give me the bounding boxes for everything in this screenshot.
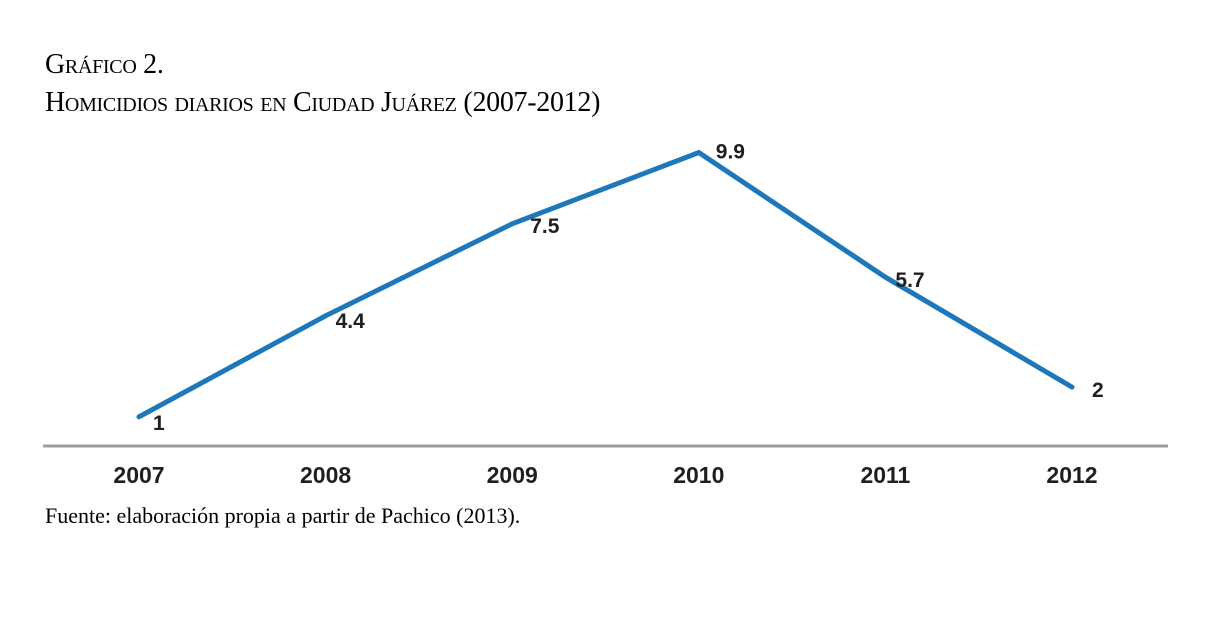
data-label-2008: 4.4 (336, 310, 366, 333)
chart-title-line2: Homicidios diarios en Ciudad Juárez (200… (45, 87, 601, 118)
x-axis-label-2012: 2012 (1046, 462, 1097, 488)
x-axis-label-2007: 2007 (113, 462, 164, 488)
x-axis-label-2009: 2009 (487, 462, 538, 488)
data-label-2010: 9.9 (716, 141, 745, 164)
chart-title: Gráfico 2. Homicidios diarios en Ciudad … (45, 46, 600, 122)
chart-title-line1: Gráfico 2. (45, 49, 164, 80)
homicides-line-series (136, 149, 1075, 420)
data-label-2011: 5.7 (895, 269, 924, 292)
data-label-2007: 1 (153, 412, 165, 435)
data-label-2012: 2 (1092, 379, 1104, 402)
data-label-2009: 7.5 (530, 215, 560, 238)
x-axis-label-2008: 2008 (300, 462, 351, 488)
source-note: Fuente: elaboración propia a partir de P… (45, 503, 521, 528)
x-axis-label-2010: 2010 (673, 462, 724, 488)
x-axis-label-2011: 2011 (860, 462, 910, 488)
